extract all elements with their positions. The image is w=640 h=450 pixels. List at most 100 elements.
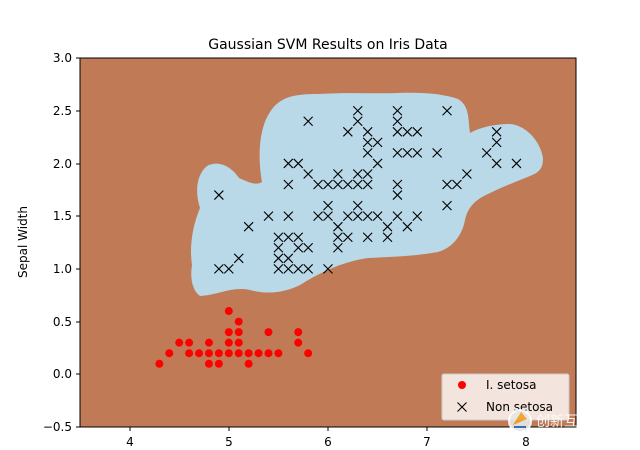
setosa-point xyxy=(204,338,213,347)
non-setosa-point xyxy=(352,211,363,222)
non-setosa-point xyxy=(372,211,383,222)
non-setosa-point xyxy=(342,232,353,243)
chart-title: Gaussian SVM Results on Iris Data xyxy=(208,37,448,53)
y-axis: −0.5 0.0 0.5 1.0 1.5 2.0 2.5 3.0 xyxy=(43,51,80,434)
x-tick-label: 7 xyxy=(423,435,431,449)
x-tick-label: 5 xyxy=(225,435,233,449)
non-setosa-point xyxy=(323,179,333,190)
setosa-point xyxy=(254,349,263,358)
x-tick-label: 4 xyxy=(126,435,134,449)
non-setosa-point xyxy=(213,263,224,274)
y-tick-label: 2.0 xyxy=(53,157,72,171)
y-tick-label: 1.0 xyxy=(53,262,72,276)
non-setosa-point xyxy=(313,179,323,190)
non-setosa-point xyxy=(323,263,333,274)
x-tick-label: 8 xyxy=(522,435,530,449)
non-setosa-point xyxy=(323,200,333,211)
non-setosa-point xyxy=(442,105,452,116)
non-setosa-point xyxy=(273,263,284,274)
setosa-point xyxy=(294,338,303,347)
non-setosa-point xyxy=(362,126,373,137)
non-setosa-point xyxy=(491,158,502,169)
setosa-point xyxy=(294,328,303,337)
non-setosa-point xyxy=(293,232,304,243)
y-tick-label: 3.0 xyxy=(53,51,72,65)
non-setosa-point xyxy=(491,126,502,137)
non-setosa-point xyxy=(491,137,502,148)
non-setosa-point xyxy=(263,211,274,222)
non-setosa-point xyxy=(392,190,403,200)
non-setosa-point xyxy=(342,126,353,137)
non-setosa-point xyxy=(283,232,294,243)
non-setosa-point xyxy=(442,179,452,190)
setosa-point xyxy=(244,359,253,368)
non-setosa-point xyxy=(303,263,314,274)
setosa-point xyxy=(304,349,313,358)
non-setosa-point xyxy=(223,263,234,274)
non-setosa-point xyxy=(333,232,343,243)
non-setosa-point xyxy=(293,158,304,169)
non-setosa-point xyxy=(303,116,314,127)
setosa-point xyxy=(175,338,184,347)
watermark-text: 创新互联 xyxy=(536,414,592,430)
watermark: 创新互联 xyxy=(508,409,592,433)
non-setosa-point xyxy=(273,232,284,243)
setosa-point xyxy=(214,359,223,368)
setosa-point xyxy=(264,328,273,337)
non-setosa-point xyxy=(392,126,403,137)
non-setosa-point xyxy=(313,211,323,222)
setosa-point xyxy=(224,307,233,316)
non-setosa-point xyxy=(402,126,413,137)
setosa-point xyxy=(224,349,233,358)
non-setosa-point xyxy=(273,242,284,253)
non-setosa-point xyxy=(352,116,363,127)
setosa-point xyxy=(224,328,233,337)
non-setosa-point xyxy=(432,147,443,158)
non-setosa-point xyxy=(511,158,522,169)
non-setosa-point xyxy=(372,158,383,169)
non-setosa-point xyxy=(461,169,472,179)
non-setosa-point xyxy=(362,169,373,179)
setosa-point xyxy=(185,349,194,358)
non-setosa-point xyxy=(442,200,452,211)
plot-area xyxy=(79,57,577,428)
non-setosa-point xyxy=(283,211,294,222)
non-setosa-point xyxy=(412,126,423,137)
setosa-point xyxy=(264,349,273,358)
non-setosa-point xyxy=(352,179,363,190)
setosa-point xyxy=(244,349,253,358)
non-setosa-point xyxy=(352,105,363,116)
non-setosa-point xyxy=(283,179,294,190)
non-setosa-point xyxy=(481,147,492,158)
legend-non-setosa-marker xyxy=(457,402,467,412)
x-axis: 4 5 6 7 8 xyxy=(126,427,530,449)
non-setosa-point xyxy=(213,190,224,200)
y-axis-label: Sepal Width xyxy=(16,206,30,278)
non-setosa-point xyxy=(382,232,393,243)
non-setosa-point xyxy=(283,263,294,274)
setosa-point xyxy=(274,349,283,358)
non-setosa-point xyxy=(283,158,294,169)
setosa-point xyxy=(185,338,194,347)
non-setosa-point xyxy=(333,242,343,253)
non-setosa-point xyxy=(362,147,373,158)
setosa-point xyxy=(214,349,223,358)
non-setosa-point xyxy=(392,179,403,190)
non-setosa-point xyxy=(452,179,462,190)
non-setosa-point xyxy=(352,200,363,211)
non-setosa-point xyxy=(283,253,294,264)
non-setosa-point xyxy=(412,147,423,158)
non-setosa-point xyxy=(362,137,373,148)
non-setosa-point xyxy=(392,116,403,127)
non-setosa-point xyxy=(293,263,304,274)
setosa-point xyxy=(195,349,204,358)
legend: I. setosa Non setosa xyxy=(441,373,570,421)
non-setosa-point xyxy=(303,242,314,253)
setosa-point xyxy=(224,338,233,347)
y-tick-label: 0.0 xyxy=(53,367,72,381)
non-setosa-point xyxy=(412,211,423,222)
setosa-point xyxy=(204,349,213,358)
non-setosa-point xyxy=(382,221,393,232)
non-setosa-point xyxy=(273,253,284,264)
